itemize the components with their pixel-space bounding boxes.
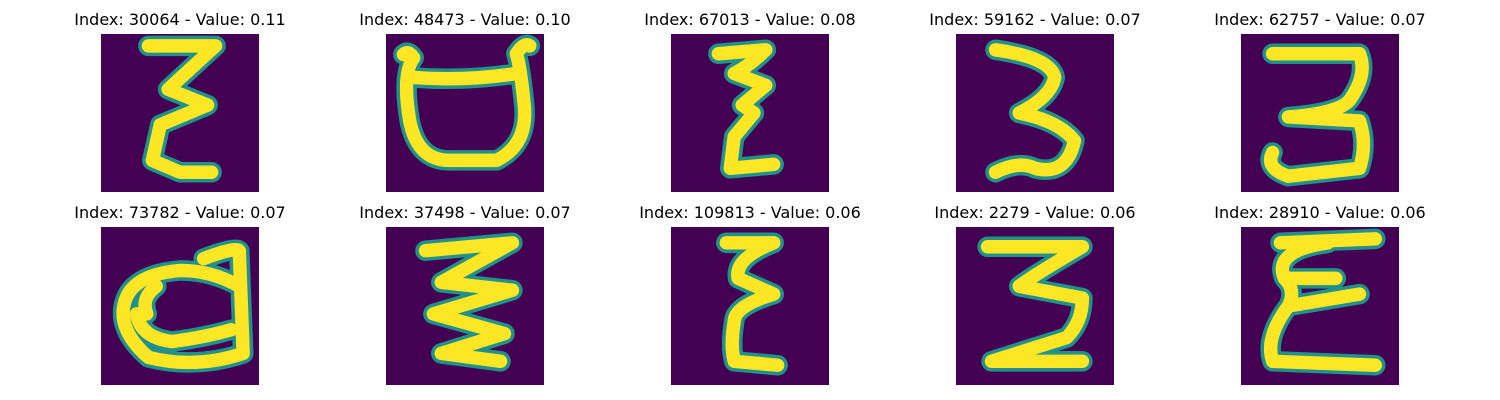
image-panel: Index: 59162 - Value: 0.07: [905, 10, 1165, 200]
glyph-stroke: [988, 43, 1082, 179]
glyph-stroke: [980, 240, 1090, 369]
glyph-stroke: [711, 43, 781, 176]
digit-three-shape-image: [956, 34, 1114, 192]
image-panel: Index: 48473 - Value: 0.10: [335, 10, 595, 200]
image-panel: Index: 30064 - Value: 0.11: [50, 10, 310, 200]
epsilon-shape-letter-image: [1241, 227, 1399, 385]
zigzag-three-shape-image: [386, 227, 544, 385]
glyph-stroke: [396, 38, 537, 168]
image-panel: Index: 67013 - Value: 0.08: [620, 10, 880, 200]
epsilon-shape-letter-image: [101, 34, 259, 192]
panel-title: Index: 62757 - Value: 0.07: [1214, 10, 1426, 29]
panel-title: Index: 67013 - Value: 0.08: [644, 10, 856, 29]
epsilon-shape-letter-image: [671, 34, 829, 192]
open-loop-letter-image: [386, 34, 544, 192]
panel-title: Index: 59162 - Value: 0.07: [929, 10, 1141, 29]
panel-title: Index: 109813 - Value: 0.06: [639, 203, 861, 222]
glyph-stroke: [418, 236, 520, 369]
panel-title: Index: 30064 - Value: 0.11: [74, 10, 286, 29]
image-panel: Index: 62757 - Value: 0.07: [1190, 10, 1450, 200]
image-panel: Index: 28910 - Value: 0.06: [1190, 203, 1450, 393]
panel-title: Index: 37498 - Value: 0.07: [359, 203, 571, 222]
image-panel: Index: 37498 - Value: 0.07: [335, 203, 595, 393]
panel-title: Index: 48473 - Value: 0.10: [359, 10, 571, 29]
image-panel: Index: 73782 - Value: 0.07: [50, 203, 310, 393]
panel-title: Index: 2279 - Value: 0.06: [934, 203, 1136, 222]
closed-loop-letter-image: [101, 227, 259, 385]
glyph-stroke: [141, 39, 223, 179]
glyph-stroke: [1263, 47, 1371, 183]
panel-title: Index: 28910 - Value: 0.06: [1214, 203, 1426, 222]
image-panel: Index: 2279 - Value: 0.06: [905, 203, 1165, 393]
epsilon-shape-letter-image: [671, 227, 829, 385]
panel-title: Index: 73782 - Value: 0.07: [74, 203, 286, 222]
image-panel: Index: 109813 - Value: 0.06: [620, 203, 880, 393]
glyph-stroke: [719, 236, 785, 372]
glyph-stroke: [1263, 232, 1383, 372]
glyph-stroke: [116, 243, 250, 370]
digit-three-shape-image: [1241, 34, 1399, 192]
zigzag-three-shape-image: [956, 227, 1114, 385]
